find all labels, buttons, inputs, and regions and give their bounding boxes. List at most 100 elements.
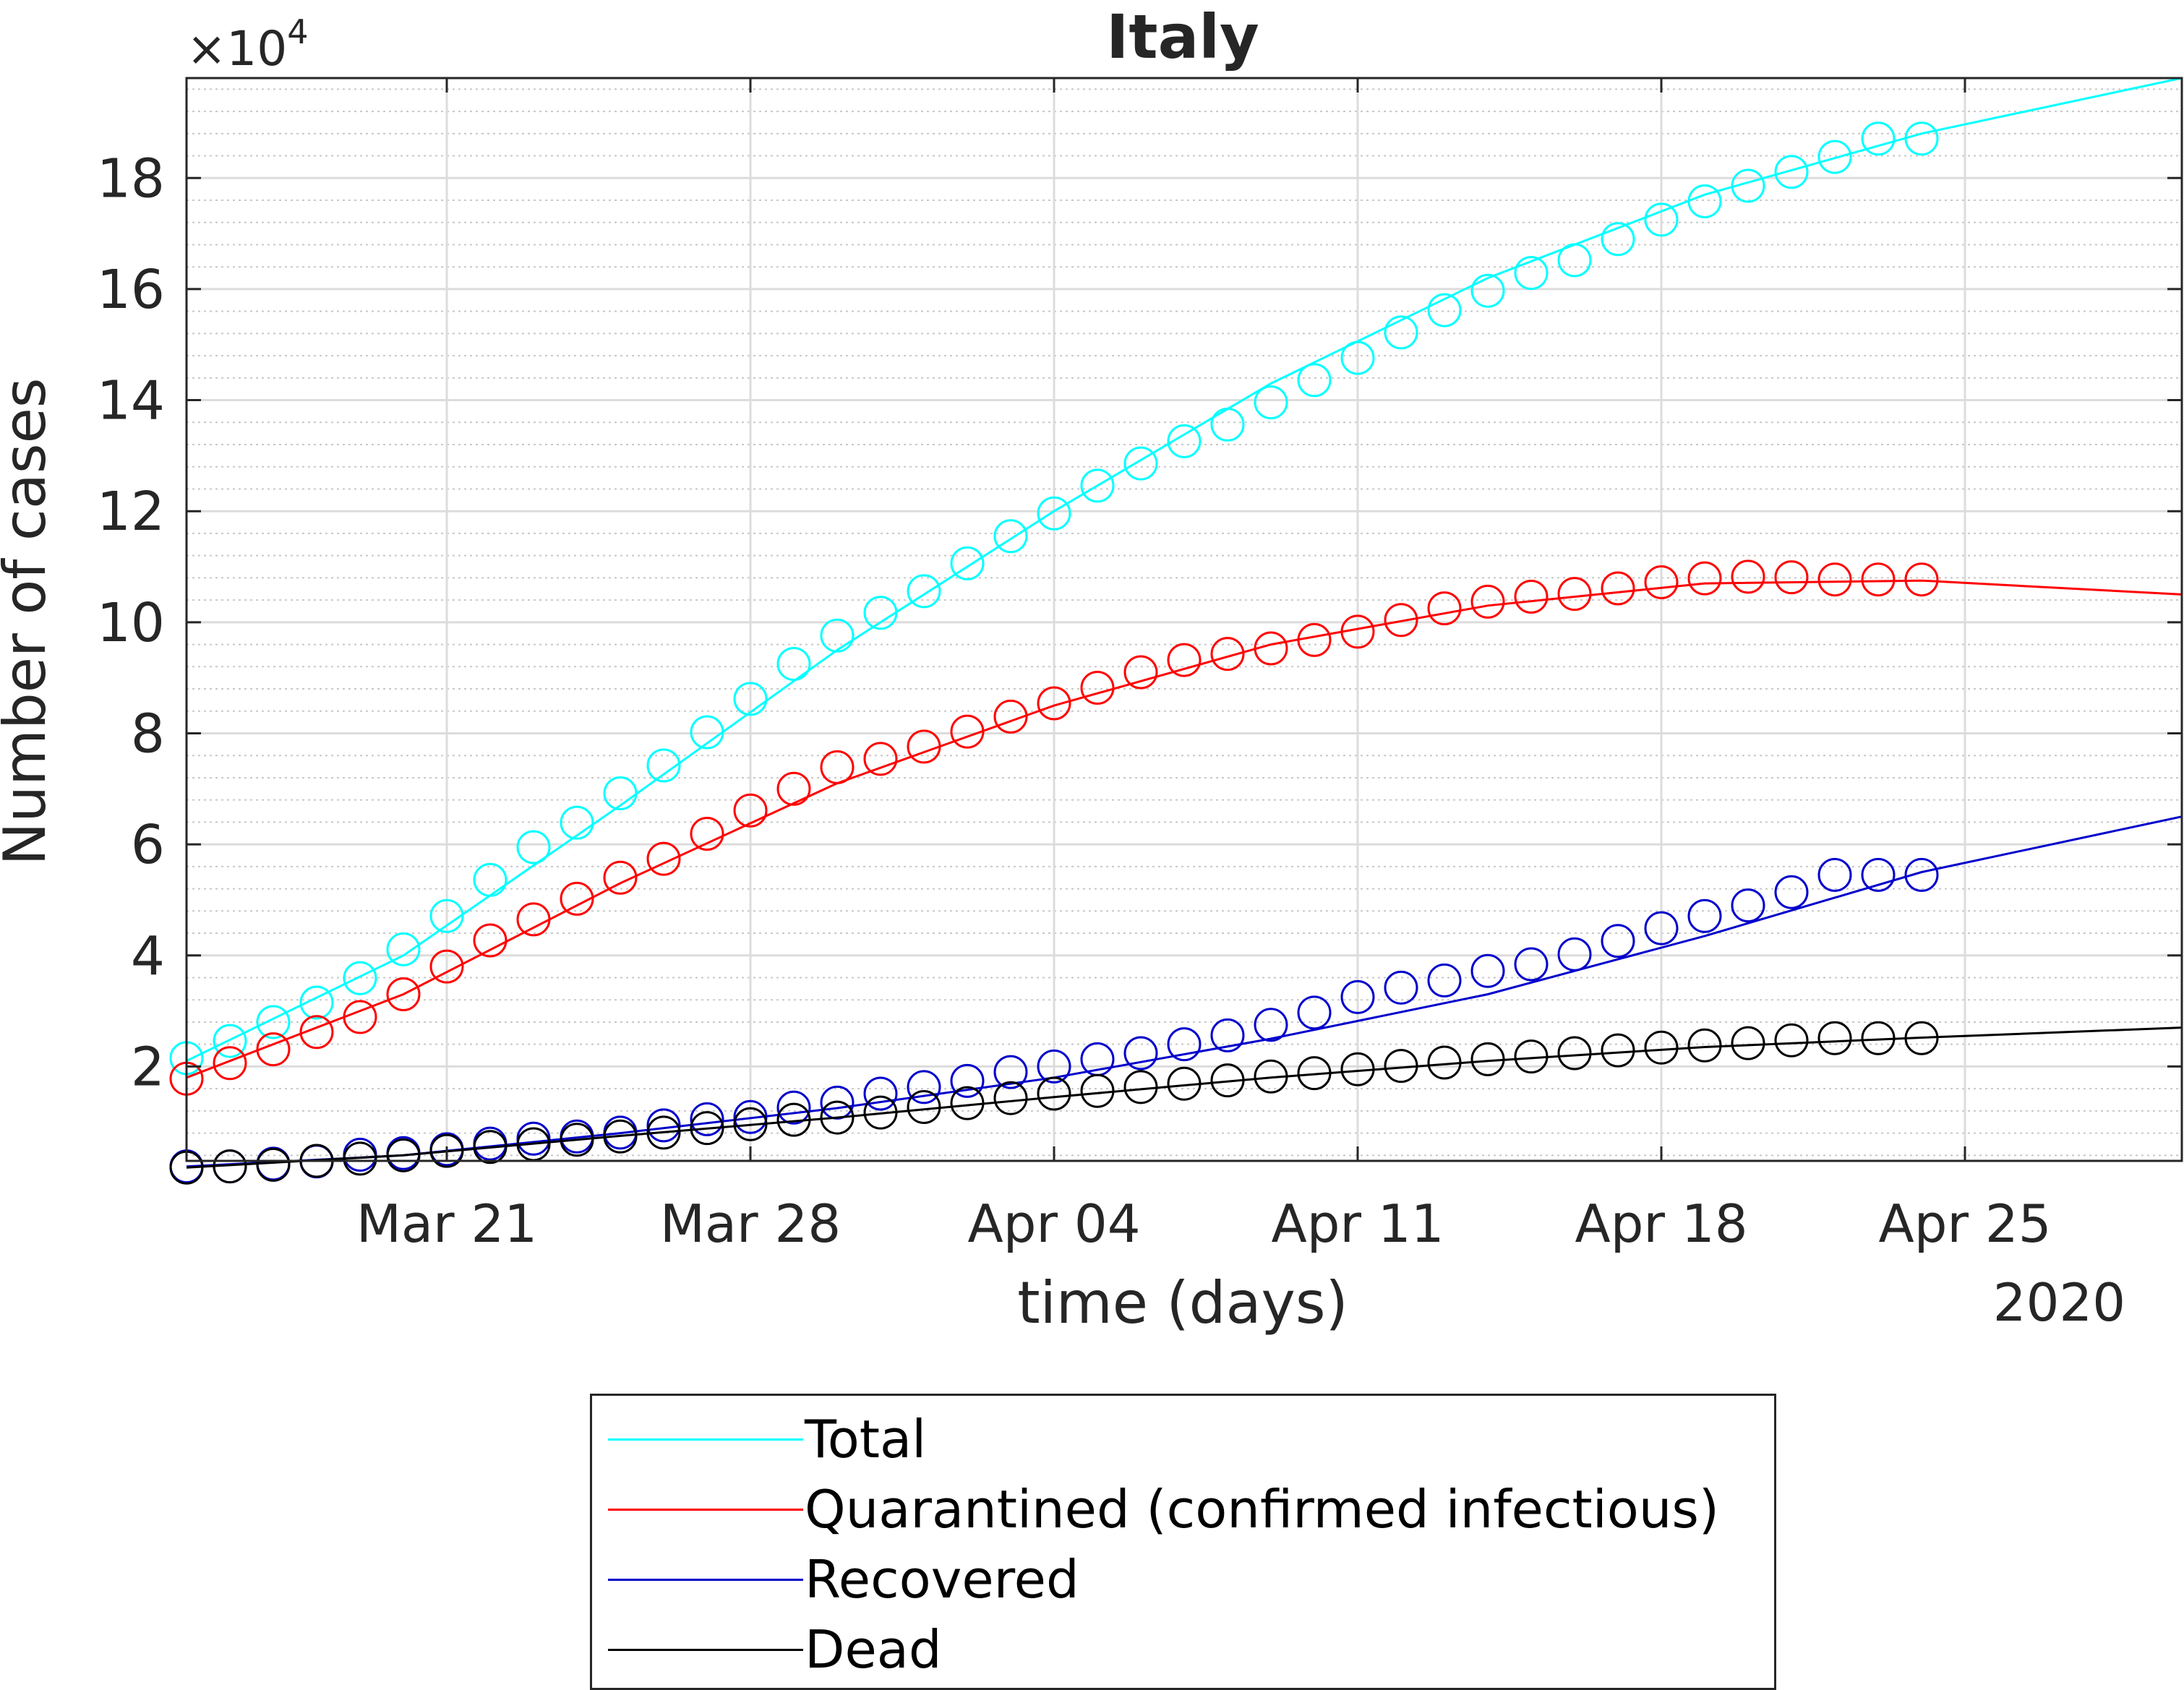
data-point — [993, 519, 1028, 554]
data-point — [1080, 1073, 1115, 1108]
series-dead — [169, 1021, 2183, 1185]
data-point — [1254, 1008, 1288, 1042]
data-point — [1210, 1063, 1245, 1098]
legend-label-recovered: Recovered — [805, 1549, 1079, 1610]
legend-label-total: Total — [805, 1409, 927, 1470]
data-point — [1427, 1045, 1462, 1080]
data-point — [950, 546, 985, 580]
data-point — [690, 715, 724, 750]
data-point — [690, 1111, 724, 1146]
data-point — [1384, 315, 1418, 350]
data-point — [1774, 1023, 1809, 1058]
y-exponent-base: ×10 — [187, 21, 287, 77]
x-tick-label: Apr 11 — [1271, 1193, 1444, 1254]
axes — [185, 77, 2183, 1162]
data-point — [1254, 1059, 1288, 1094]
data-point — [1384, 1049, 1418, 1084]
data-point — [299, 985, 334, 1020]
fit-line — [186, 77, 2183, 1063]
data-point — [1644, 202, 1679, 237]
data-point — [776, 646, 811, 681]
x-tick-label: Apr 18 — [1575, 1193, 1747, 1254]
data-point — [1340, 1052, 1375, 1086]
data-point — [429, 1133, 464, 1168]
data-point — [386, 932, 421, 966]
data-point — [1297, 995, 1332, 1030]
data-point — [1861, 562, 1896, 597]
data-point — [776, 771, 811, 806]
data-point — [1514, 1039, 1549, 1074]
data-point — [603, 860, 638, 895]
data-point — [213, 1024, 247, 1058]
data-point — [820, 1100, 855, 1135]
data-point — [863, 1095, 898, 1130]
data-point — [386, 1138, 421, 1172]
data-point — [1254, 631, 1288, 666]
data-point — [993, 1081, 1028, 1115]
data-point — [1297, 1056, 1332, 1091]
data-point — [1037, 686, 1071, 721]
fit-line — [186, 1026, 2183, 1169]
data-point — [1861, 1021, 1896, 1055]
data-point — [429, 949, 464, 984]
x-tick-label: Mar 21 — [356, 1193, 537, 1254]
data-point — [256, 1005, 291, 1039]
legend-label-dead: Dead — [805, 1619, 942, 1680]
y-exponent-label: ×104 — [187, 12, 309, 77]
x-year-label: 2020 — [1993, 1272, 2125, 1333]
data-point — [343, 1000, 377, 1034]
data-point — [1167, 643, 1202, 677]
data-point — [473, 1126, 508, 1161]
data-point — [1080, 468, 1115, 503]
data-point — [1601, 571, 1635, 606]
data-point — [516, 830, 551, 865]
series-layer — [169, 77, 2183, 1185]
data-point — [1384, 603, 1418, 638]
data-point — [1514, 947, 1549, 982]
data-point — [1861, 857, 1896, 892]
data-point — [863, 742, 898, 776]
y-tick-label: 10 — [97, 592, 165, 654]
data-point — [1644, 1030, 1679, 1065]
data-point — [907, 729, 941, 764]
data-point — [1427, 591, 1462, 626]
data-point — [1557, 1036, 1592, 1071]
data-point — [1470, 1042, 1505, 1076]
data-point — [560, 1123, 594, 1157]
data-point — [1601, 1033, 1635, 1068]
x-tick-label: Apr 25 — [1878, 1193, 2051, 1254]
data-point — [776, 1090, 811, 1125]
x-axis-label: time (days) — [1017, 1269, 1348, 1337]
legend: Total Quarantined (confirmed infectious)… — [590, 1394, 1776, 1690]
data-point — [1687, 184, 1722, 219]
data-point — [1340, 979, 1375, 1014]
data-point — [1037, 1049, 1071, 1084]
data-point — [1037, 496, 1071, 531]
data-point — [213, 1046, 247, 1081]
tick-labels: 2 4 6 8 10 12 14 16 18 Mar 21 Mar 28 Apr 04 Apr 11 Ap… — [97, 147, 2052, 1254]
y-tick-label: 2 — [131, 1036, 165, 1098]
data-point — [213, 1149, 247, 1184]
data-point — [1514, 580, 1549, 614]
data-point — [1123, 1036, 1158, 1071]
data-point — [733, 682, 768, 716]
y-tick-label: 12 — [97, 481, 165, 543]
data-point — [603, 776, 638, 810]
data-point — [1904, 121, 1939, 156]
legend-swatch-recovered — [608, 1579, 803, 1581]
data-point — [1817, 140, 1852, 174]
data-point — [1731, 1026, 1765, 1060]
data-point — [907, 1070, 941, 1104]
data-point — [1384, 970, 1418, 1005]
fit-line — [186, 815, 2183, 1168]
data-point — [1731, 559, 1765, 594]
data-point — [1731, 888, 1765, 923]
legend-item-recovered: Recovered — [592, 1547, 1774, 1612]
data-point — [1080, 670, 1115, 705]
y-tick-label: 14 — [97, 370, 165, 432]
series-total — [169, 77, 2183, 1076]
legend-item-total: Total — [592, 1407, 1774, 1472]
data-point — [343, 1141, 377, 1176]
data-point — [950, 1086, 985, 1120]
